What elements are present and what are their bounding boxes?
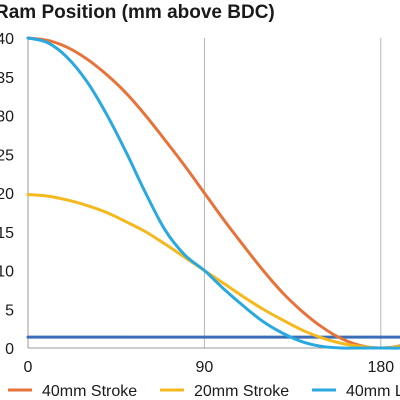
chart-title: Ram Position (mm above BDC) xyxy=(0,2,275,23)
y-tick-label: 0 xyxy=(5,341,14,358)
series-line-40mm-stroke xyxy=(26,36,400,350)
y-tick-label: 25 xyxy=(0,147,14,164)
x-tick-label: 180 xyxy=(367,359,394,376)
x-tick-label: 90 xyxy=(196,359,214,376)
x-tick-labels: 0 90 180 xyxy=(24,359,395,376)
y-tick-label: 15 xyxy=(0,225,14,242)
series-line-20mm-stroke xyxy=(26,193,400,350)
y-tick-label: 5 xyxy=(5,302,14,319)
y-tick-label: 10 xyxy=(0,264,14,281)
x-tick-label: 0 xyxy=(24,359,33,376)
y-tick-label: 35 xyxy=(0,70,14,87)
axis-lines xyxy=(27,38,400,349)
legend-label: 20mm Stroke xyxy=(194,383,289,400)
legend-label: 40mm Link xyxy=(346,383,400,400)
y-tick-label: 40 xyxy=(0,31,14,48)
legend-label: 40mm Stroke xyxy=(42,383,137,400)
legend: 40mm Stroke 20mm Stroke 40mm Link xyxy=(8,383,400,400)
series-lines xyxy=(26,36,400,350)
y-tick-label: 30 xyxy=(0,109,14,126)
y-tick-labels: 0 5 10 15 20 25 30 35 40 xyxy=(0,31,14,358)
series-line-40mm-link xyxy=(26,36,400,350)
y-tick-label: 20 xyxy=(0,186,14,203)
